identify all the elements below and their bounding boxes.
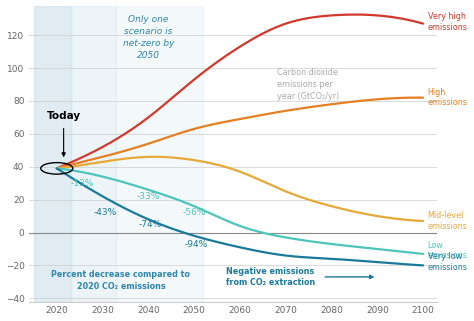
Text: High
emissions: High emissions	[428, 88, 467, 107]
Bar	[34, 5, 71, 302]
Text: -56%: -56%	[182, 208, 206, 217]
Text: Today: Today	[46, 111, 81, 121]
Text: -74%: -74%	[139, 220, 162, 229]
Text: -43%: -43%	[93, 208, 117, 217]
Bar	[116, 5, 203, 302]
Text: Percent decrease compared to
2020 CO₂ emissions: Percent decrease compared to 2020 CO₂ em…	[52, 270, 190, 291]
Text: Negative emissions
from CO₂ extraction: Negative emissions from CO₂ extraction	[226, 266, 315, 287]
Text: -13%: -13%	[70, 179, 94, 188]
Text: Low
emissions: Low emissions	[428, 241, 467, 260]
Text: Very high
emissions: Very high emissions	[428, 12, 467, 32]
Text: Very low
emissions: Very low emissions	[428, 252, 467, 272]
Bar	[71, 5, 116, 302]
Text: Carbon dioxide
emissions per
year (GtCO₂/yr): Carbon dioxide emissions per year (GtCO₂…	[276, 68, 339, 101]
Text: -33%: -33%	[137, 192, 160, 201]
Text: -94%: -94%	[185, 239, 208, 248]
Text: Only one
scenario is
net-zero by
2050: Only one scenario is net-zero by 2050	[123, 15, 174, 60]
Text: Mid-level
emissions: Mid-level emissions	[428, 211, 467, 231]
